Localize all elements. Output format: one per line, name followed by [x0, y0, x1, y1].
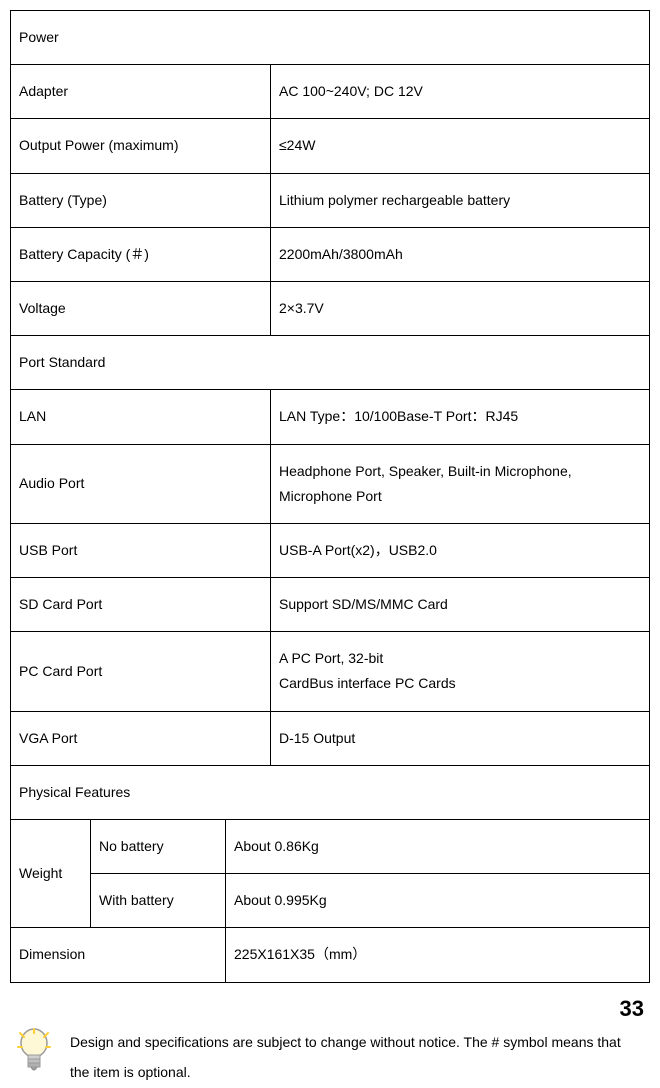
cell-value: A PC Port, 32-bit CardBus interface PC C… — [271, 632, 650, 711]
cell-value: 2×3.7V — [271, 281, 650, 335]
table-row: PC Card Port A PC Port, 32-bit CardBus i… — [11, 632, 650, 711]
spec-table-physical: Physical Features Weight No battery Abou… — [10, 766, 650, 983]
table-row: Battery Capacity (＃) 2200mAh/3800mAh — [11, 227, 650, 281]
cell-label: Audio Port — [11, 444, 271, 523]
cell-label: USB Port — [11, 523, 271, 577]
cell-value: 2200mAh/3800mAh — [271, 227, 650, 281]
cell-label: Output Power (maximum) — [11, 119, 271, 173]
table-row: Adapter AC 100~240V; DC 12V — [11, 65, 650, 119]
cell-value: About 0.86Kg — [226, 820, 650, 874]
spec-table: Power Adapter AC 100~240V; DC 12V Output… — [10, 10, 650, 766]
cell-label: Voltage — [11, 281, 271, 335]
section-header-port: Port Standard — [11, 336, 650, 390]
table-row: LAN LAN Type：10/100Base-T Port：RJ45 — [11, 390, 650, 444]
cell-label: Dimension — [11, 928, 226, 982]
table-row: Battery (Type) Lithium polymer rechargea… — [11, 173, 650, 227]
table-row: USB Port USB-A Port(x2)，USB2.0 — [11, 523, 650, 577]
table-row: Weight No battery About 0.86Kg — [11, 820, 650, 874]
table-row: Power — [11, 11, 650, 65]
cell-weight-sub: With battery — [91, 874, 226, 928]
cell-value: 225X161X35（mm） — [226, 928, 650, 982]
cell-weight-sub: No battery — [91, 820, 226, 874]
cell-label: Battery (Type) — [11, 173, 271, 227]
cell-label: SD Card Port — [11, 578, 271, 632]
table-row: Audio Port Headphone Port, Speaker, Buil… — [11, 444, 650, 523]
section-header-physical: Physical Features — [11, 766, 650, 820]
note-text: Design and specifications are subject to… — [70, 1027, 644, 1088]
cell-label: PC Card Port — [11, 632, 271, 711]
section-header-power: Power — [11, 11, 650, 65]
table-row: VGA Port D-15 Output — [11, 711, 650, 765]
table-row: Dimension 225X161X35（mm） — [11, 928, 650, 982]
cell-value: Headphone Port, Speaker, Built-in Microp… — [271, 444, 650, 523]
lightbulb-icon — [16, 1027, 52, 1077]
cell-label: Adapter — [11, 65, 271, 119]
cell-value: Lithium polymer rechargeable battery — [271, 173, 650, 227]
page-number: 33 — [620, 996, 644, 1022]
cell-label: VGA Port — [11, 711, 271, 765]
cell-label: Battery Capacity (＃) — [11, 227, 271, 281]
table-row: Physical Features — [11, 766, 650, 820]
cell-value: ≤24W — [271, 119, 650, 173]
table-row: SD Card Port Support SD/MS/MMC Card — [11, 578, 650, 632]
note: Design and specifications are subject to… — [10, 1027, 650, 1088]
cell-value: Support SD/MS/MMC Card — [271, 578, 650, 632]
cell-value: About 0.995Kg — [226, 874, 650, 928]
table-row: Output Power (maximum) ≤24W — [11, 119, 650, 173]
table-row: Voltage 2×3.7V — [11, 281, 650, 335]
page: Power Adapter AC 100~240V; DC 12V Output… — [0, 0, 660, 1030]
cell-label: LAN — [11, 390, 271, 444]
cell-weight-label: Weight — [11, 820, 91, 928]
cell-value: LAN Type：10/100Base-T Port：RJ45 — [271, 390, 650, 444]
cell-value: D-15 Output — [271, 711, 650, 765]
table-row: With battery About 0.995Kg — [11, 874, 650, 928]
cell-value: AC 100~240V; DC 12V — [271, 65, 650, 119]
table-row: Port Standard — [11, 336, 650, 390]
cell-value: USB-A Port(x2)，USB2.0 — [271, 523, 650, 577]
